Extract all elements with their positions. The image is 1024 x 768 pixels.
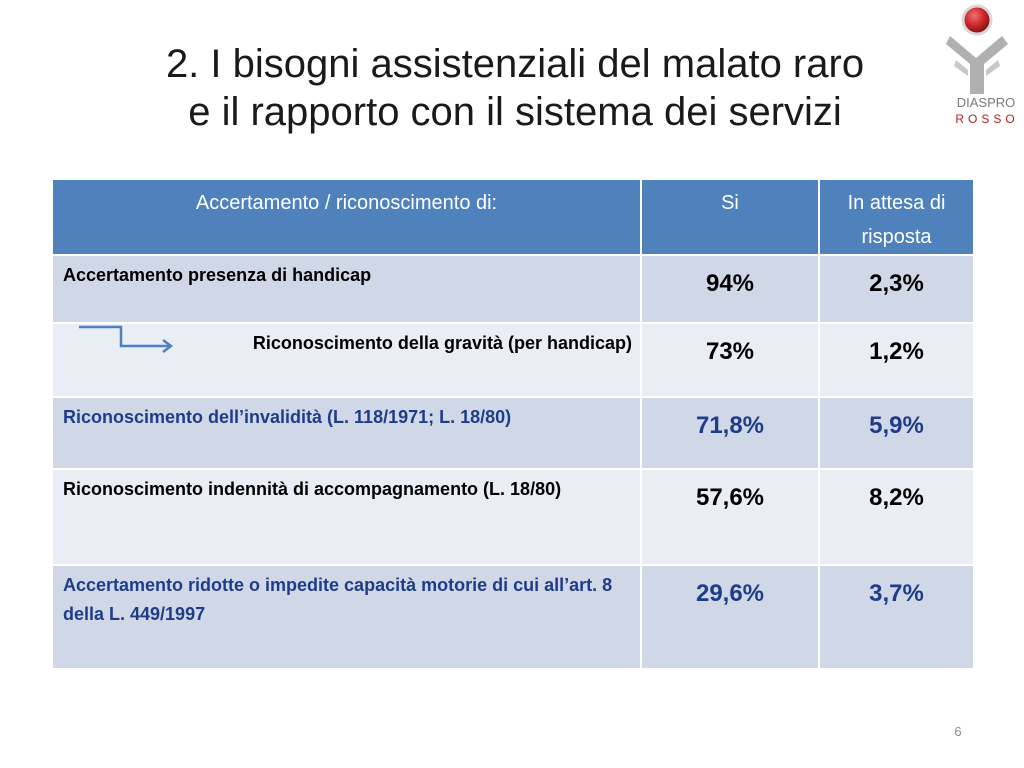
header-in-attesa: In attesa di risposta (818, 178, 975, 256)
table-row: Riconoscimento indennità di accompagname… (51, 468, 975, 566)
slide-title: 2. I bisogni assistenziali del malato ra… (60, 40, 970, 136)
table-row: Accertamento presenza di handicap 94% 2,… (51, 254, 975, 324)
row-attesa-value: 3,7% (869, 580, 924, 607)
header-accertamento: Accertamento / riconoscimento di: (51, 178, 642, 256)
row-attesa-value: 1,2% (869, 338, 924, 365)
row-si-value: 57,6% (695, 484, 765, 511)
row-si-value: 29,6% (695, 580, 765, 607)
row-label: Accertamento presenza di handicap (63, 265, 372, 285)
logo-figure-icon (946, 4, 1008, 94)
sub-item-arrow-icon (79, 325, 174, 353)
logo-text-rosso: ROSSO (955, 112, 1019, 126)
slide-title-line1: 2. I bisogni assistenziali del malato ra… (165, 42, 865, 86)
row-label: Riconoscimento indennità di accompagname… (63, 479, 562, 499)
row-attesa-value: 5,9% (869, 412, 924, 439)
diaspro-rosso-logo: DIASPRO ROSSO (944, 0, 1024, 132)
table-header-row: Accertamento / riconoscimento di: Si In … (51, 178, 975, 256)
table-row: Riconoscimento della gravità (per handic… (51, 322, 975, 398)
assistance-table: Accertamento / riconoscimento di: Si In … (51, 178, 975, 670)
table-row: Accertamento ridotte o impedite capacità… (51, 564, 975, 670)
table-row: Riconoscimento dell’invalidità (L. 118/1… (51, 396, 975, 470)
row-label: Riconoscimento dell’invalidità (L. 118/1… (63, 407, 512, 427)
page-number: 6 (954, 724, 962, 739)
logo-text-diaspro: DIASPRO (956, 95, 1016, 110)
row-label: Riconoscimento della gravità (per handic… (252, 333, 632, 353)
row-label: Accertamento ridotte o impedite capacità… (63, 575, 613, 624)
row-si-value: 94% (705, 270, 755, 297)
header-si: Si (640, 178, 820, 256)
row-si-value: 73% (705, 338, 755, 365)
row-attesa-value: 2,3% (869, 270, 924, 297)
row-si-value: 71,8% (695, 412, 765, 439)
row-attesa-value: 8,2% (869, 484, 924, 511)
slide-title-line2: e il rapporto con il sistema dei servizi (188, 90, 842, 134)
